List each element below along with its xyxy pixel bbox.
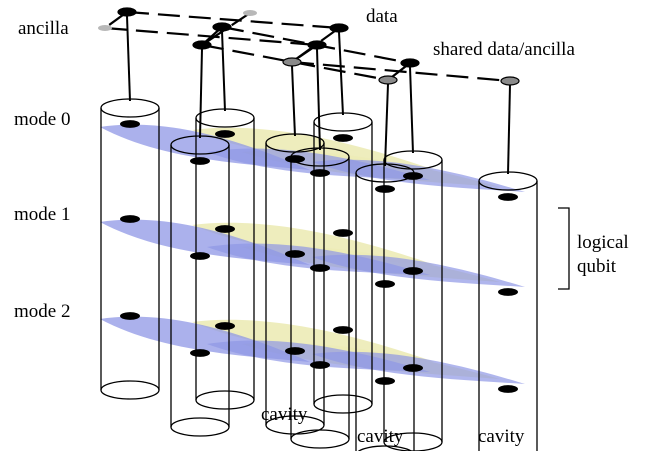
label-cavity-1: cavity [261,404,308,425]
cavity-lattice [98,7,538,451]
mode-dot-1 [215,225,235,233]
mode-dot-1 [120,215,140,223]
mode-dot-0 [498,193,518,201]
mode-dot-0 [333,134,353,142]
cavity-bottom [195,390,255,410]
qubit-stem [199,48,203,139]
label-logical: logical [577,232,629,253]
qubit-stem [507,84,511,175]
qubit-stem [384,83,389,167]
cavity-bottom [383,432,443,451]
mode-dot-2 [403,364,423,372]
lattice-link-0 [126,10,340,30]
data-qubit [212,22,232,32]
label-mode-0: mode 0 [14,109,70,130]
mode-dot-2 [498,385,518,393]
shared-qubit [500,76,520,86]
cavity-bottom [357,445,413,451]
mode-dot-2 [333,326,353,334]
blue-coupling-bands [100,124,525,384]
cavity-bottom [170,417,230,437]
mode-dot-2 [310,361,330,369]
mode-dot-2 [190,349,210,357]
data-qubit [400,58,420,68]
mode-dot-2 [285,347,305,355]
qubit-stem [126,15,131,102]
mode-dot-0 [285,155,305,163]
cavity-bottom [313,394,373,414]
lattice-link-6 [201,12,251,46]
cavity-bottom [290,429,350,449]
mode-dot-1 [375,280,395,288]
cavity-top [195,108,255,128]
mode-dot-2 [215,322,235,330]
label-qubit: qubit [577,256,617,277]
data-qubit [192,40,212,50]
ancilla-qubit [98,25,112,31]
label-data: data [366,6,398,27]
mode-dot-0 [190,157,210,165]
mode-dot-0 [215,130,235,138]
data-qubit [307,40,327,50]
label-cavity-2: cavity [357,426,404,447]
label-ancilla: ancilla [18,18,69,39]
mode-dot-2 [120,312,140,320]
shared-qubit [282,57,302,67]
mode-dot-1 [310,264,330,272]
shared-qubit [378,75,398,85]
label-cavity-3: cavity [478,426,525,447]
qubit-stem [316,48,321,151]
mode-dot-0 [310,169,330,177]
lattice-link-4 [291,60,511,83]
mode-dot-0 [375,185,395,193]
data-qubit [117,7,137,17]
data-qubit [329,23,349,33]
label-mode-2: mode 2 [14,301,70,322]
label-shared-data-ancilla: shared data/ancilla [433,39,575,60]
label-mode-1: mode 1 [14,204,70,225]
mode-dot-1 [403,267,423,275]
ancilla-qubit [243,10,257,16]
qubit-stem [291,65,296,137]
mode-dot-2 [375,377,395,385]
mode-dot-1 [285,250,305,258]
mode-dot-1 [498,288,518,296]
cavity-bottom [100,380,160,400]
mode-dot-0 [120,120,140,128]
qubit-stem [221,30,226,112]
qubit-stem [409,66,414,154]
cavity-top [313,112,373,132]
mode-dot-1 [333,229,353,237]
qubit-stem [338,31,344,116]
mode-dot-1 [190,252,210,260]
logical-qubit-bracket [558,207,570,290]
cavity-top [100,98,160,118]
